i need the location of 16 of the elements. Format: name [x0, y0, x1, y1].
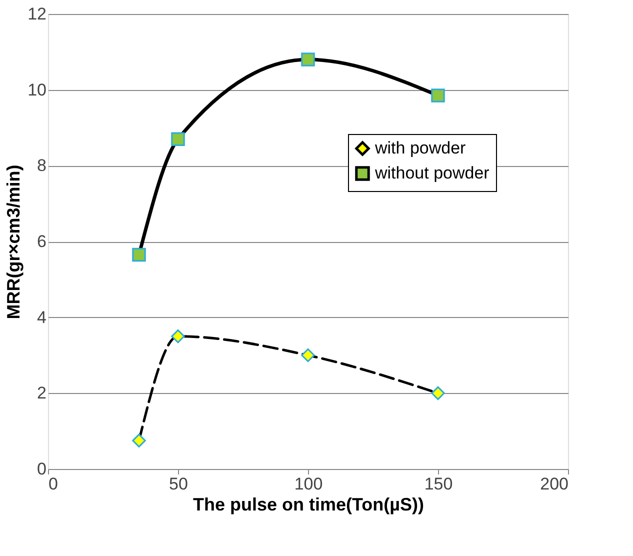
x-tick-label: 0: [48, 474, 58, 494]
y-tick-label: 6: [37, 232, 46, 251]
y-tick-label: 8: [37, 156, 46, 176]
y-axis-title: MRR(gr×cm3/min): [4, 164, 24, 320]
y-tick-label: 0: [37, 460, 46, 478]
legend-label: without powder: [374, 164, 490, 182]
x-tick-label: 200: [540, 474, 568, 494]
x-tick-label: 150: [424, 474, 453, 494]
x-axis-title: The pulse on time(Ton(µS)): [192, 494, 424, 514]
legend-label: with powder: [374, 138, 466, 158]
x-tick-label: 50: [169, 474, 188, 494]
y-tick-label: 2: [37, 384, 46, 403]
y-tick-label: 10: [28, 80, 46, 100]
y-tick-label: 12: [28, 4, 46, 24]
x-tick-label: 100: [294, 474, 323, 494]
y-tick-label: 4: [37, 308, 46, 327]
